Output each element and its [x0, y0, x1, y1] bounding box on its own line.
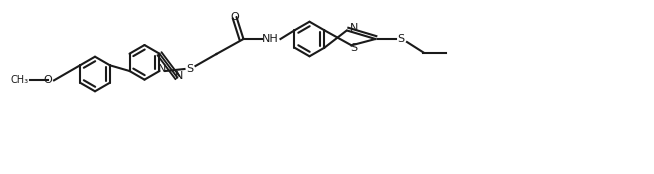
Text: O: O [43, 75, 52, 85]
Text: N: N [158, 64, 167, 74]
Text: O: O [230, 12, 239, 22]
Text: S: S [398, 34, 405, 44]
Text: N: N [351, 23, 358, 33]
Text: N: N [175, 71, 184, 81]
Text: S: S [186, 64, 193, 74]
Text: NH: NH [262, 34, 279, 44]
Text: S: S [350, 43, 357, 53]
Text: CH₃: CH₃ [11, 75, 29, 85]
